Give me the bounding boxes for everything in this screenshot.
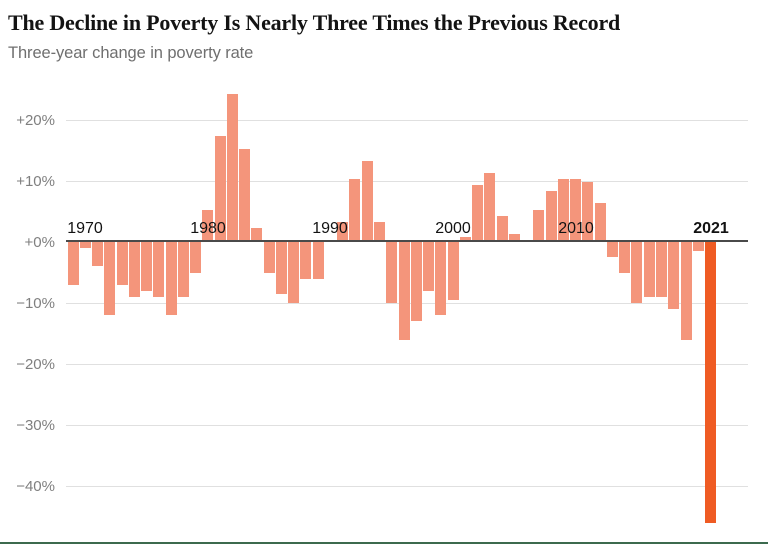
bar-1993	[362, 161, 373, 240]
bar-2011	[582, 182, 593, 240]
bar-2017	[656, 242, 667, 297]
bar-2010	[570, 179, 581, 240]
bar-2020	[693, 242, 704, 251]
bar-1982	[227, 94, 238, 240]
bar-2013	[607, 242, 618, 257]
bar-1979	[190, 242, 201, 273]
bar-2021	[705, 242, 716, 523]
bar-1989	[313, 242, 324, 279]
x-axis-label-1970: 1970	[67, 220, 103, 237]
bar-1986	[276, 242, 287, 294]
bar-1998	[423, 242, 434, 291]
bar-1975	[141, 242, 152, 291]
chart-subtitle: Three-year change in poverty rate	[8, 44, 254, 62]
bar-1974	[129, 242, 140, 297]
bar-1987	[288, 242, 299, 303]
y-axis-label-20: +20%	[16, 112, 55, 129]
bar-1971	[92, 242, 103, 266]
y-axis-label--40: −40%	[16, 478, 55, 495]
bar-1981	[215, 136, 226, 240]
bar-1970	[80, 242, 91, 248]
gridline-20	[66, 120, 748, 121]
bar-2003	[484, 173, 495, 240]
bar-2007	[533, 210, 544, 241]
bar-1972	[104, 242, 115, 315]
bar-1984	[251, 228, 262, 240]
gridline--20	[66, 364, 748, 365]
bar-2009	[558, 179, 569, 240]
bar-2012	[595, 203, 606, 240]
bar-1991	[337, 222, 348, 240]
y-axis-label--10: −10%	[16, 295, 55, 312]
bar-1994	[374, 222, 385, 240]
x-axis-label-1980: 1980	[190, 220, 226, 237]
bar-1969	[68, 242, 79, 285]
bar-1992	[349, 179, 360, 240]
bar-1973	[117, 242, 128, 285]
bar-1978	[178, 242, 189, 297]
bar-2002	[472, 185, 483, 240]
bar-1995	[386, 242, 397, 303]
zero-axis-line	[66, 240, 748, 242]
x-axis-label-2000: 2000	[435, 220, 471, 237]
bar-1980	[202, 210, 213, 241]
y-axis-label-0: +0%	[24, 234, 55, 251]
bar-1999	[435, 242, 446, 315]
bar-2018	[668, 242, 679, 309]
bar-2019	[681, 242, 692, 340]
gridline-10	[66, 181, 748, 182]
bar-2016	[644, 242, 655, 297]
x-axis-label-2021: 2021	[693, 220, 729, 237]
bar-2001	[460, 237, 471, 240]
bar-2005	[509, 234, 520, 240]
bar-1996	[399, 242, 410, 340]
bar-1983	[239, 149, 250, 241]
chart-title: The Decline in Poverty Is Nearly Three T…	[8, 10, 621, 35]
y-axis-label--30: −30%	[16, 417, 55, 434]
gridline--30	[66, 425, 748, 426]
bottom-divider	[0, 542, 768, 544]
bar-2000	[448, 242, 459, 300]
y-axis-label--20: −20%	[16, 356, 55, 373]
bar-2014	[619, 242, 630, 273]
bar-2004	[497, 216, 508, 240]
x-axis-label-1990: 1990	[312, 220, 348, 237]
bar-2015	[631, 242, 642, 303]
x-axis-label-2010: 2010	[558, 220, 594, 237]
y-axis-label-10: +10%	[16, 173, 55, 190]
bar-1977	[166, 242, 177, 315]
gridline--40	[66, 486, 748, 487]
bar-1988	[300, 242, 311, 279]
bar-1976	[153, 242, 164, 297]
bar-1985	[264, 242, 275, 273]
bar-2008	[546, 191, 557, 240]
bar-1997	[411, 242, 422, 321]
